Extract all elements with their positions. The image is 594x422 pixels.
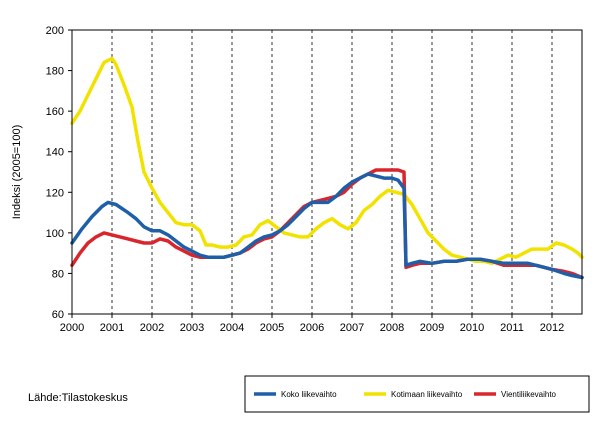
y-tick-label-60: 60 xyxy=(52,309,64,321)
legend-label-koko-liikevaihto: Koko liikevaihto xyxy=(281,390,337,399)
x-tick-label-2007: 2007 xyxy=(340,322,364,334)
y-tick-label-100: 100 xyxy=(46,228,64,240)
x-tick-label-2002: 2002 xyxy=(140,322,164,334)
x-tick-label-2000: 2000 xyxy=(60,322,84,334)
y-tick-label-160: 160 xyxy=(46,106,64,118)
y-tick-label-120: 120 xyxy=(46,187,64,199)
x-tick-label-2011: 2011 xyxy=(500,322,524,334)
x-tick-label-2003: 2003 xyxy=(180,322,204,334)
y-tick-label-200: 200 xyxy=(46,25,64,37)
x-tick-label-2001: 2001 xyxy=(100,322,124,334)
legend: Koko liikevaihto Kotimaan liikevaihto Vien… xyxy=(244,375,590,413)
series-line-vientiliikevaihto xyxy=(70,168,584,280)
grid-layer xyxy=(111,30,553,314)
x-tick-label-2010: 2010 xyxy=(460,322,484,334)
x-tick-label-2008: 2008 xyxy=(380,322,404,334)
series-layer xyxy=(70,56,584,280)
y-tick-label-80: 80 xyxy=(52,268,64,280)
series-line-koko-liikevaihto xyxy=(70,172,584,280)
series-line-kotimaan-liikevaihto xyxy=(70,56,584,266)
y-axis-title: Indeksi (2005=100) xyxy=(11,125,23,219)
x-tick-label-2012: 2012 xyxy=(540,322,564,334)
legend-label-vientiliikevaihto: Vientiliikevaihto xyxy=(501,390,557,399)
axis-layer: 60 80 100 120 140 160 180 200 2000 2001 2002 2003 20… xyxy=(46,25,583,334)
x-tick-label-2005: 2005 xyxy=(260,322,284,334)
y-tick-label-140: 140 xyxy=(46,147,64,159)
source-label: Lähde:Tilastokeskus xyxy=(28,392,128,404)
legend-label-kotimaan-liikevaihto: Kotimaan liikevaihto xyxy=(391,390,463,399)
x-tick-label-2009: 2009 xyxy=(420,322,444,334)
y-tick-label-180: 180 xyxy=(46,66,64,78)
x-tick-label-2006: 2006 xyxy=(300,322,324,334)
plot-frame xyxy=(71,29,583,315)
x-tick-label-2004: 2004 xyxy=(220,322,244,334)
legend-box xyxy=(244,375,590,413)
